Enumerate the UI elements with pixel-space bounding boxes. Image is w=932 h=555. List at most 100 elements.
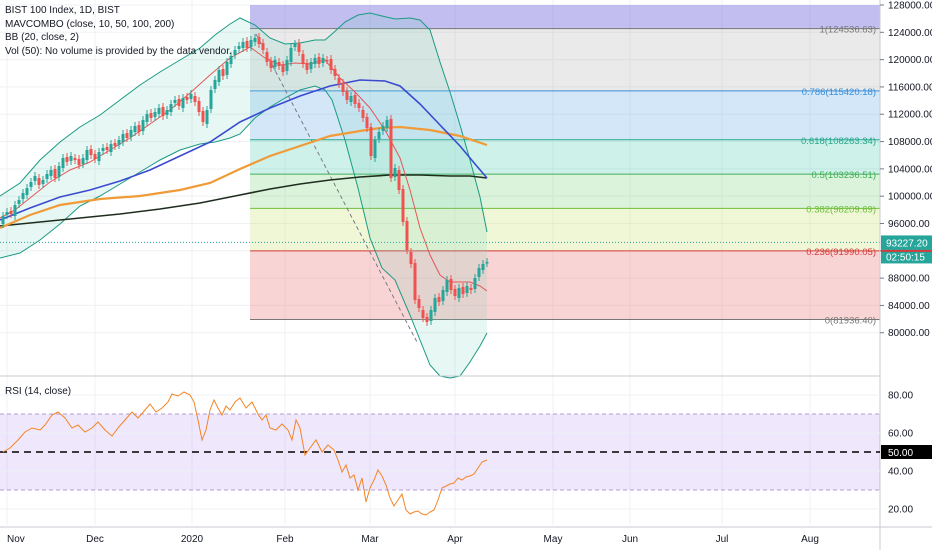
fib-level-label: 0.618(108263.34) [801,136,876,147]
candle-body [25,188,29,195]
candle-body [213,80,217,89]
candle-body [457,288,461,298]
candle-body [249,40,253,47]
price-tick-label: 116000.00 [888,82,932,93]
candle-body [405,221,409,250]
candle-body [485,262,489,264]
candle-body [49,170,53,176]
candle-body [269,61,273,68]
candle-body [17,200,21,204]
candle-body [113,143,117,146]
countdown-value: 02:50:15 [886,252,925,263]
candle-body [133,126,137,132]
candle-body [33,176,37,181]
last-price-value: 93227.20 [886,238,928,249]
candle-body [209,90,213,109]
candle-body [321,58,325,63]
legend-symbol[interactable]: BIST 100 Index, 1D, BIST [5,5,120,16]
candle-body [265,52,269,62]
candle-body [197,101,201,112]
candle-body [29,182,33,187]
candle-body [5,212,9,215]
candle-body [73,158,77,160]
candle-body [205,110,209,124]
candle-body [241,42,245,48]
candle-body [137,125,141,132]
rsi-legend[interactable]: RSI (14, close) [5,386,72,397]
candle-body [349,96,353,102]
candle-body [409,252,413,264]
candle-body [97,152,101,161]
candle-body [169,104,173,112]
candle-body [185,97,189,100]
swing-dashed-line [255,33,419,345]
legend-mavcombo[interactable]: MAVCOMBO (close, 10, 50, 100, 200) [5,18,175,30]
fib-level-label: 0.786(115420.18) [802,87,876,98]
rsi-line [2,391,488,516]
fib-zone [250,139,880,175]
candle-body [289,48,293,62]
candle-body [341,83,345,92]
rsi-mid-value: 50.00 [888,448,913,459]
rsi-tick-label: 20.00 [888,505,913,516]
candle-body [469,288,473,290]
time-tick-label: Aug [801,534,819,545]
rsi-tick-label: 40.00 [888,467,913,478]
candle-body [225,62,229,75]
fib-level-label: 0.236(91990.05) [806,247,876,258]
bb-lower-line [0,85,488,379]
time-tick-label: 2020 [181,534,204,545]
candle-body [329,59,333,70]
time-tick-label: Jul [716,534,729,545]
fib-level-label: 0.382(98209.69) [806,204,876,215]
countdown-badge [881,249,932,264]
price-tick-label: 80000.00 [888,328,930,339]
candle-body [461,287,465,294]
rsi-mid-badge [881,445,932,459]
rsi-tick-label: 80.00 [888,391,913,402]
candle-body [221,69,225,76]
candle-body [313,58,317,64]
candle-body [189,94,193,99]
candle-body [101,148,105,151]
bb-fill [0,13,487,378]
candle-body [465,286,469,293]
candle-body [449,279,453,290]
ma10-line [0,46,488,292]
candle-body [57,166,61,177]
candle-body [45,174,49,179]
candle-body [157,108,161,114]
candle-body [325,60,329,62]
legend-bb[interactable]: BB (20, close, 2) [5,32,79,43]
candle-body [453,289,457,296]
candle-body [393,168,397,177]
candle-body [397,170,401,190]
candle-body [125,133,129,138]
price-tick-label: 128000.00 [888,1,932,12]
candle-body [277,62,281,66]
candle-body [245,41,249,48]
candle-body [257,37,261,44]
candle-body [301,54,305,64]
candle-body [21,193,25,199]
price-tick-label: 104000.00 [888,164,932,175]
price-tick-label: 120000.00 [888,55,932,66]
time-tick-label: Apr [447,534,463,545]
price-tick-label: 108000.00 [888,137,932,148]
candle-body [297,43,301,52]
ma50-line [0,79,488,221]
candle-body [477,268,481,277]
candle-body [233,50,237,55]
candle-body [381,126,385,131]
legend-volume[interactable]: Vol (50): No volume is provided by the d… [5,45,232,57]
candle-body [13,205,17,216]
candle-body [273,60,277,67]
last-price-badge [881,235,932,250]
candle-body [105,147,109,150]
candle-body [141,120,145,131]
ma100-line [0,125,488,230]
candle-body [433,298,437,312]
candle-body [181,98,185,108]
